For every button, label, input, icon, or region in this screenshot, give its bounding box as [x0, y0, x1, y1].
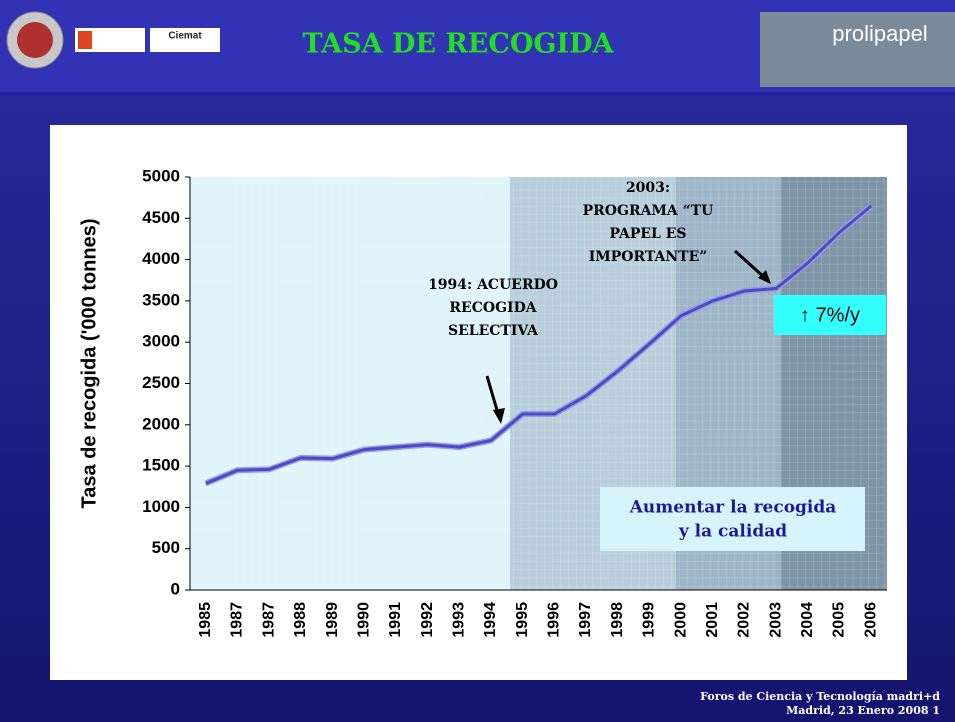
- annotation-box: [600, 487, 865, 551]
- x-tick-label: 2000: [672, 602, 689, 638]
- logo-flag: [78, 31, 92, 49]
- footer: Foros de Ciencia y Tecnología madri+d Ma…: [700, 690, 940, 717]
- x-tick-label: 1994: [482, 602, 499, 638]
- annotation: SELECTIVA: [448, 323, 539, 339]
- footer-line: Foros de Ciencia y Tecnología madri+d: [700, 690, 940, 703]
- annotation: PAPEL ES: [609, 226, 686, 242]
- logo-seal-inner: [17, 22, 53, 58]
- x-tick-label: 1990: [355, 602, 372, 638]
- data-line: [205, 204, 873, 485]
- y-tick-label: 3000: [142, 332, 180, 351]
- annotation: PROGRAMA “TU: [583, 203, 714, 219]
- x-tick-label: 1993: [451, 602, 468, 638]
- x-tick-label: 1995: [514, 602, 531, 638]
- annotation: 2003:: [626, 180, 670, 196]
- x-tick-label: 1997: [577, 602, 594, 638]
- y-tick-label: 1500: [142, 456, 180, 475]
- x-tick-label: 1999: [641, 602, 658, 638]
- x-tick-label: 1998: [609, 602, 626, 638]
- annotation: y la calidad: [678, 522, 787, 542]
- x-tick-label: 1996: [546, 602, 563, 638]
- footer-line: Madrid, 23 Enero 2008 1: [786, 704, 940, 717]
- y-tick-label: 1000: [142, 497, 180, 516]
- y-tick-label: 4000: [142, 249, 180, 268]
- arrow-head: [493, 408, 505, 424]
- annotation: RECOGIDA: [449, 300, 537, 316]
- x-tick-label: 2004: [799, 602, 816, 638]
- x-tick-label: 1991: [387, 602, 404, 638]
- y-tick-label: 5000: [142, 166, 180, 185]
- x-tick-label: 1988: [292, 602, 309, 638]
- annotation: Aumentar la recogida: [629, 498, 837, 518]
- x-tick-label: 1985: [197, 602, 214, 638]
- x-tick-label: 2002: [736, 602, 753, 638]
- y-tick-label: 2000: [142, 414, 180, 433]
- arrow: [733, 249, 767, 280]
- annotation: ↑ 7%/y: [800, 304, 860, 326]
- x-tick-label: 1992: [419, 602, 436, 638]
- slide-title: TASA DE RECOGIDA: [303, 29, 615, 60]
- arrow-head: [758, 270, 771, 284]
- logo-prolipapel-box: [760, 12, 955, 87]
- logo-ciemat: Ciemat: [168, 31, 202, 42]
- annotation: IMPORTANTE”: [589, 249, 708, 265]
- annotation: 1994: ACUERDO: [428, 277, 558, 293]
- logo-ciemat-box: [150, 28, 220, 52]
- y-tick-label: 4500: [142, 208, 180, 227]
- y-tick-label: 0: [171, 579, 180, 598]
- x-tick-label: 1987: [260, 602, 277, 638]
- x-tick-label: 1989: [324, 602, 341, 638]
- x-tick-label: 1987: [229, 602, 246, 638]
- y-axis-label: Tasa de recogida ('000 tonnes): [78, 218, 100, 508]
- y-tick-label: 2500: [142, 373, 180, 392]
- x-tick-label: 2005: [831, 602, 848, 638]
- x-tick-label: 2003: [767, 602, 784, 638]
- annotation-box: [774, 295, 886, 335]
- x-tick-label: 2001: [704, 602, 721, 638]
- y-tick-label: 500: [152, 538, 180, 557]
- logo-prolipapel: prolipapel: [832, 21, 927, 46]
- plot: 0 500 1000 1500 2000 2500 3000 3500 4000 4500 5000…: [78, 166, 887, 638]
- y-tick-label: 3500: [142, 290, 180, 309]
- x-tick-label: 2006: [862, 602, 879, 638]
